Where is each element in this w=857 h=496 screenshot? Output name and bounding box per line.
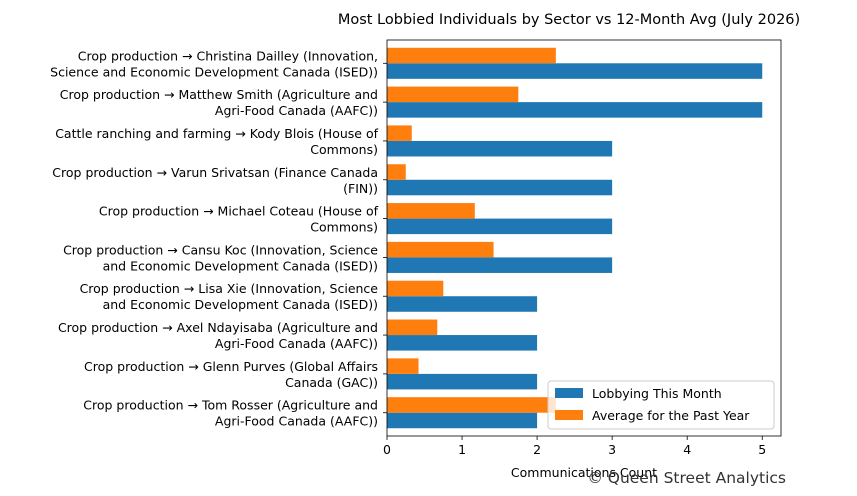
legend-label-this-month: Lobbying This Month (592, 386, 722, 401)
legend-swatch-past-year (555, 410, 583, 420)
bar-past-year-3 (387, 164, 406, 180)
y-tick-label-1: Crop production → Matthew Smith (Agricul… (60, 87, 378, 118)
x-tick-label-0: 0 (383, 442, 391, 457)
x-tick-label-1: 1 (458, 442, 466, 457)
y-tick-label-0: Crop production → Christina Dailley (Inn… (50, 48, 378, 79)
bars-group (387, 47, 763, 429)
y-tick-label-6: Crop production → Lisa Xie (Innovation, … (80, 281, 379, 312)
bar-past-year-6 (387, 280, 444, 297)
y-tick-label-2: Cattle ranching and farming → Kody Blois… (55, 126, 378, 157)
bar-this-month-0 (387, 63, 763, 79)
y-tick-label-3: Crop production → Varun Srivatsan (Finan… (52, 165, 378, 196)
bar-this-month-9 (387, 412, 538, 429)
watermark: © Queen Street Analytics (587, 469, 786, 487)
bar-this-month-8 (387, 373, 538, 390)
plot-frame (386, 39, 782, 437)
y-tick-label-9: Crop production → Tom Rosser (Agricultur… (83, 398, 378, 429)
bar-this-month-2 (387, 140, 613, 157)
y-tick-label-4: Crop production → Michael Coteau (House … (99, 204, 379, 235)
y-tick-label-7: Crop production → Axel Ndayisaba (Agricu… (58, 320, 378, 351)
bar-past-year-7 (387, 319, 438, 336)
bar-past-year-0 (387, 47, 556, 64)
bar-this-month-6 (387, 296, 538, 312)
legend: Lobbying This Month Average for the Past… (547, 380, 775, 430)
bar-past-year-1 (387, 86, 519, 103)
bar-past-year-8 (387, 358, 419, 374)
x-axis-label: Communications Count (511, 465, 657, 480)
legend-frame (547, 380, 775, 430)
bar-past-year-9 (387, 397, 556, 413)
bar-this-month-4 (387, 218, 613, 235)
chart-title: Most Lobbied Individuals by Sector vs 12… (338, 12, 800, 28)
x-tick-label-2: 2 (533, 442, 541, 457)
y-tick-label-5: Crop production → Cansu Koc (Innovation,… (63, 242, 378, 273)
bar-past-year-2 (387, 125, 412, 141)
legend-label-past-year: Average for the Past Year (592, 408, 750, 423)
bar-this-month-1 (387, 102, 763, 118)
x-tick-label-4: 4 (683, 442, 691, 457)
y-tick-label-8: Crop production → Glenn Purves (Global A… (84, 359, 378, 390)
bar-past-year-5 (387, 241, 494, 258)
bar-this-month-3 (387, 179, 613, 196)
x-axis-ticks: 0 1 2 3 4 5 (383, 436, 766, 457)
bar-this-month-7 (387, 335, 538, 351)
x-tick-label-5: 5 (758, 442, 766, 457)
bar-past-year-4 (387, 203, 475, 219)
legend-swatch-this-month (555, 388, 583, 398)
x-tick-label-3: 3 (608, 442, 616, 457)
bar-this-month-5 (387, 257, 613, 273)
y-axis-ticks: Crop production → Christina Dailley (Inn… (50, 48, 387, 429)
